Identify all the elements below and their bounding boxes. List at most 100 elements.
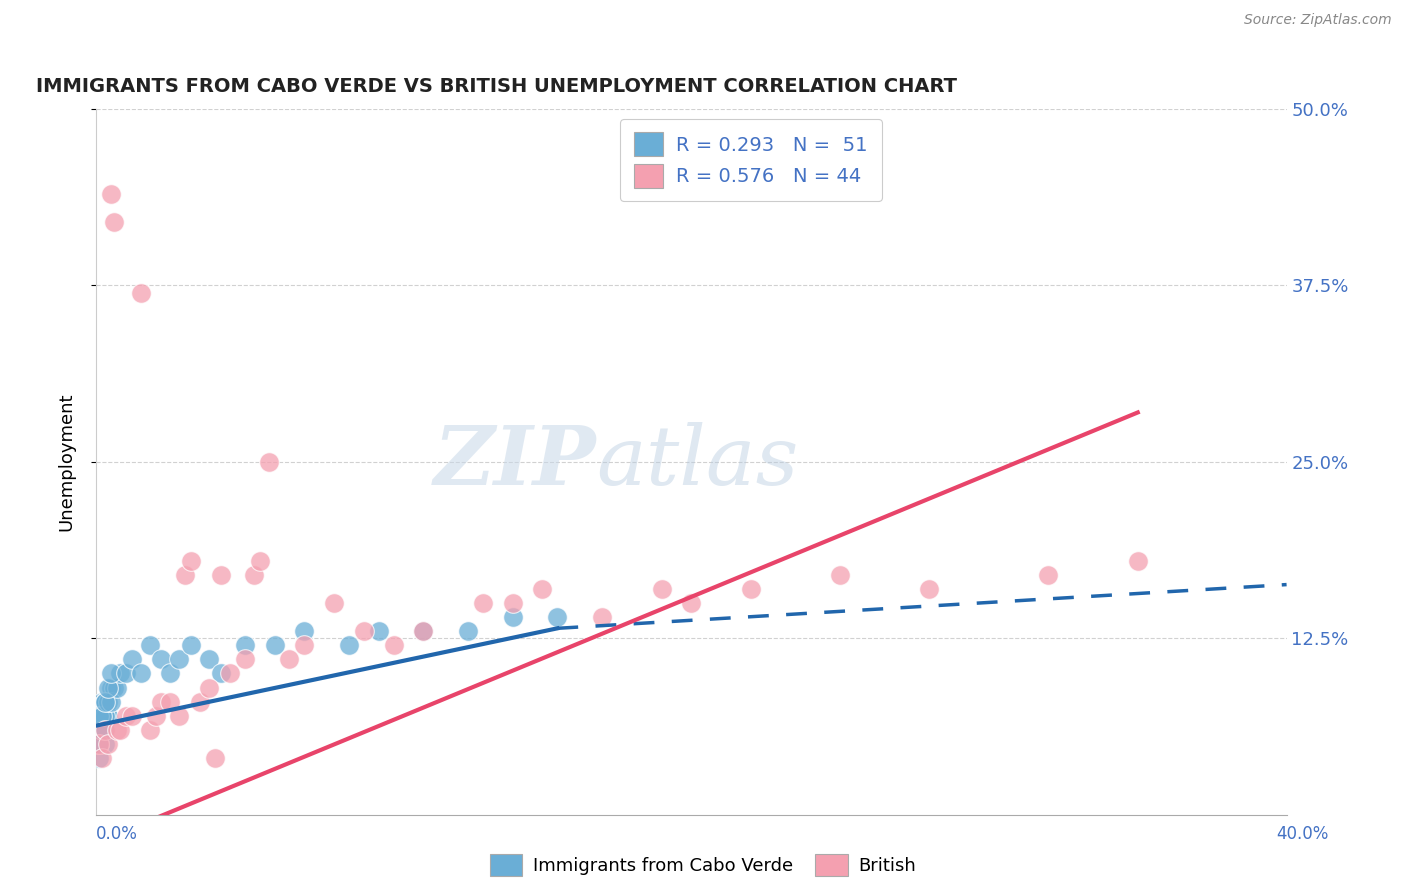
Point xyxy=(830,567,852,582)
Point xyxy=(97,708,120,723)
Point xyxy=(105,681,128,695)
Point xyxy=(121,652,143,666)
Point xyxy=(159,695,181,709)
Point xyxy=(114,708,136,723)
Point xyxy=(100,681,122,695)
Point xyxy=(129,285,152,300)
Point xyxy=(97,737,120,751)
Text: 40.0%: 40.0% xyxy=(1277,825,1329,843)
Point xyxy=(87,751,110,765)
Point xyxy=(94,708,117,723)
Point xyxy=(412,624,434,639)
Point xyxy=(242,567,264,582)
Point xyxy=(94,695,117,709)
Point xyxy=(292,638,315,652)
Legend: R = 0.293   N =  51, R = 0.576   N = 44: R = 0.293 N = 51, R = 0.576 N = 44 xyxy=(620,119,882,202)
Point xyxy=(209,666,232,681)
Point xyxy=(97,708,120,723)
Point xyxy=(257,455,280,469)
Text: IMMIGRANTS FROM CABO VERDE VS BRITISH UNEMPLOYMENT CORRELATION CHART: IMMIGRANTS FROM CABO VERDE VS BRITISH UN… xyxy=(37,78,957,96)
Point xyxy=(180,553,202,567)
Point xyxy=(108,723,131,737)
Point xyxy=(94,723,117,737)
Point xyxy=(1126,553,1149,567)
Point xyxy=(100,695,122,709)
Point xyxy=(129,666,152,681)
Legend: Immigrants from Cabo Verde, British: Immigrants from Cabo Verde, British xyxy=(482,847,924,883)
Point xyxy=(188,695,211,709)
Point xyxy=(94,723,117,737)
Point xyxy=(353,624,375,639)
Point xyxy=(87,723,110,737)
Point xyxy=(740,582,762,596)
Point xyxy=(138,638,160,652)
Point xyxy=(292,624,315,639)
Point xyxy=(323,596,346,610)
Point xyxy=(233,652,256,666)
Point xyxy=(249,553,271,567)
Text: Source: ZipAtlas.com: Source: ZipAtlas.com xyxy=(1244,13,1392,28)
Point xyxy=(651,582,673,596)
Point xyxy=(204,751,226,765)
Point xyxy=(150,695,173,709)
Point xyxy=(91,708,114,723)
Point xyxy=(121,708,143,723)
Point xyxy=(278,652,301,666)
Point xyxy=(531,582,554,596)
Point xyxy=(91,723,114,737)
Point xyxy=(681,596,703,610)
Point xyxy=(263,638,285,652)
Point xyxy=(367,624,389,639)
Point xyxy=(94,737,117,751)
Point xyxy=(91,708,114,723)
Point xyxy=(180,638,202,652)
Point xyxy=(94,723,117,737)
Point xyxy=(337,638,360,652)
Point xyxy=(138,723,160,737)
Point xyxy=(91,708,114,723)
Point xyxy=(457,624,479,639)
Point xyxy=(87,737,110,751)
Point xyxy=(100,186,122,201)
Y-axis label: Unemployment: Unemployment xyxy=(58,392,75,531)
Point xyxy=(114,666,136,681)
Point xyxy=(145,708,167,723)
Point xyxy=(97,681,120,695)
Point xyxy=(219,666,242,681)
Point xyxy=(103,681,125,695)
Point xyxy=(169,708,191,723)
Point xyxy=(105,723,128,737)
Point xyxy=(198,652,221,666)
Text: ZIP: ZIP xyxy=(433,422,596,502)
Point xyxy=(103,215,125,229)
Point xyxy=(382,638,405,652)
Point xyxy=(87,723,110,737)
Point xyxy=(169,652,191,666)
Point xyxy=(108,666,131,681)
Point xyxy=(87,737,110,751)
Point xyxy=(100,666,122,681)
Point xyxy=(1038,567,1060,582)
Point xyxy=(87,708,110,723)
Point xyxy=(502,596,524,610)
Point xyxy=(209,567,232,582)
Point xyxy=(94,695,117,709)
Point xyxy=(91,723,114,737)
Point xyxy=(502,610,524,624)
Text: atlas: atlas xyxy=(596,422,799,502)
Point xyxy=(198,681,221,695)
Point xyxy=(412,624,434,639)
Point xyxy=(174,567,197,582)
Point xyxy=(91,751,114,765)
Point xyxy=(233,638,256,652)
Point xyxy=(546,610,568,624)
Point xyxy=(91,695,114,709)
Point xyxy=(97,695,120,709)
Point xyxy=(159,666,181,681)
Point xyxy=(471,596,494,610)
Point xyxy=(91,723,114,737)
Point xyxy=(150,652,173,666)
Point xyxy=(87,737,110,751)
Point xyxy=(918,582,941,596)
Point xyxy=(591,610,613,624)
